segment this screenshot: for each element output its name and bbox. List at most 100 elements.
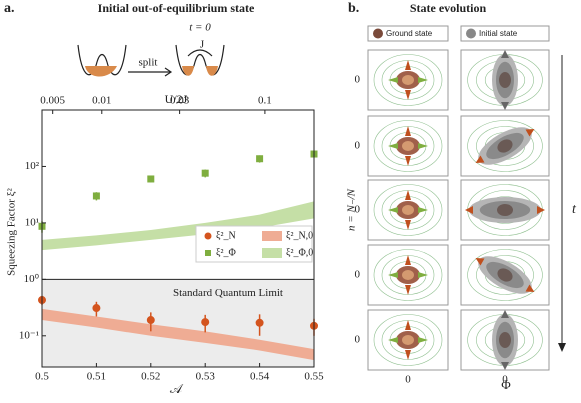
y-tick-label: 10⁻¹ bbox=[19, 329, 39, 341]
state bbox=[465, 197, 545, 223]
legend-icon bbox=[466, 28, 476, 39]
well bbox=[175, 44, 225, 76]
arrow bbox=[405, 255, 411, 295]
x-label: Φ bbox=[501, 377, 511, 392]
arrow bbox=[405, 320, 411, 360]
state bbox=[388, 255, 428, 295]
plot-frame bbox=[41, 109, 315, 368]
panel-title: State evolution bbox=[410, 1, 487, 15]
point bbox=[201, 169, 209, 177]
point bbox=[147, 175, 155, 183]
arrow bbox=[475, 129, 535, 163]
legend-box bbox=[195, 225, 313, 263]
panel-title: Initial out-of-equilibrium state bbox=[98, 1, 255, 15]
y-label: Squeezing Factor ξ² bbox=[6, 187, 18, 275]
state bbox=[475, 127, 535, 165]
point bbox=[201, 318, 210, 327]
legend-label: ξ²_N bbox=[216, 230, 236, 241]
x-tick-label: 0 bbox=[405, 374, 411, 386]
x-tick-label: 0.5 bbox=[35, 371, 49, 383]
orbit bbox=[476, 126, 534, 166]
arrowhead bbox=[164, 67, 173, 77]
legend-label: ξ²_Φ,0 bbox=[286, 247, 313, 258]
state-core bbox=[402, 75, 414, 85]
orbit bbox=[373, 184, 443, 236]
schematic bbox=[77, 44, 225, 77]
y-label: n = N₋/N bbox=[346, 188, 358, 231]
state-core bbox=[499, 332, 511, 348]
population bbox=[182, 66, 218, 76]
point bbox=[92, 304, 101, 313]
x-tick-label: 0.54 bbox=[250, 371, 270, 383]
state-core bbox=[499, 72, 511, 88]
row-tick-label: 0 bbox=[355, 269, 361, 281]
y-tick-label: 10⁰ bbox=[24, 273, 40, 285]
row-tick-label: 0 bbox=[355, 140, 361, 152]
x-tick-label: 0.53 bbox=[196, 371, 216, 383]
legend-icon bbox=[373, 28, 383, 39]
time-label: t = 0 bbox=[189, 22, 211, 34]
arrow bbox=[475, 258, 535, 292]
state bbox=[388, 190, 428, 230]
x-label: 𝒜 bbox=[170, 381, 184, 396]
tunnel-arrow bbox=[187, 49, 213, 57]
arrow bbox=[405, 60, 411, 100]
legend-label: ξ²_Φ bbox=[216, 247, 236, 258]
x2-tick-label: 0.1 bbox=[258, 95, 272, 107]
arrow bbox=[388, 272, 428, 278]
x2-label: U/2J bbox=[165, 92, 188, 106]
x2-tick-label: 0.005 bbox=[40, 95, 65, 107]
x2-tick-label: 0.01 bbox=[92, 95, 111, 107]
arrowhead bbox=[558, 343, 566, 352]
panel-label: a. bbox=[4, 1, 15, 16]
point bbox=[255, 318, 264, 327]
state-core bbox=[402, 205, 414, 215]
legend-swatch bbox=[262, 248, 282, 258]
point bbox=[256, 155, 264, 163]
state-core bbox=[402, 335, 414, 345]
orbit bbox=[373, 249, 443, 301]
col-label: Initial state bbox=[479, 29, 518, 38]
legend-swatch bbox=[205, 250, 211, 256]
y-tick-label: 10¹ bbox=[25, 216, 39, 228]
orbit bbox=[476, 255, 534, 295]
row-tick-label: 0 bbox=[355, 334, 361, 346]
band bbox=[42, 308, 314, 361]
arrow bbox=[405, 190, 411, 230]
point bbox=[146, 316, 155, 325]
state-core bbox=[497, 204, 513, 216]
split-label: split bbox=[139, 57, 158, 69]
point bbox=[92, 192, 100, 200]
x-tick-label: 0.51 bbox=[87, 371, 106, 383]
state bbox=[492, 50, 518, 110]
arrow bbox=[405, 126, 411, 166]
x2-tick-label: 0.03 bbox=[170, 95, 190, 107]
arrow bbox=[388, 143, 428, 149]
state bbox=[388, 60, 428, 100]
x-tick-label: 0 bbox=[502, 374, 508, 386]
legend-swatch bbox=[262, 231, 282, 241]
band bbox=[42, 201, 314, 251]
well bbox=[77, 44, 127, 76]
legend-label: ξ²_N,0 bbox=[286, 230, 313, 241]
annotation: Standard Quantum Limit bbox=[173, 287, 283, 299]
col-label-box bbox=[367, 25, 449, 42]
orbit bbox=[467, 249, 543, 301]
state-core bbox=[402, 141, 414, 151]
j-label: J bbox=[200, 39, 205, 51]
state-core bbox=[402, 270, 414, 280]
population bbox=[85, 66, 117, 77]
state-core bbox=[497, 139, 513, 153]
col-label: Ground state bbox=[386, 29, 433, 38]
state bbox=[388, 320, 428, 360]
arrow bbox=[388, 207, 428, 213]
panel-label: b. bbox=[348, 1, 359, 16]
state bbox=[475, 256, 535, 294]
col-label-box bbox=[460, 25, 550, 42]
orbit bbox=[467, 120, 543, 172]
row-tick-label: 0 bbox=[355, 74, 361, 86]
arrow bbox=[388, 77, 428, 83]
state bbox=[492, 310, 518, 370]
arrow bbox=[388, 337, 428, 343]
